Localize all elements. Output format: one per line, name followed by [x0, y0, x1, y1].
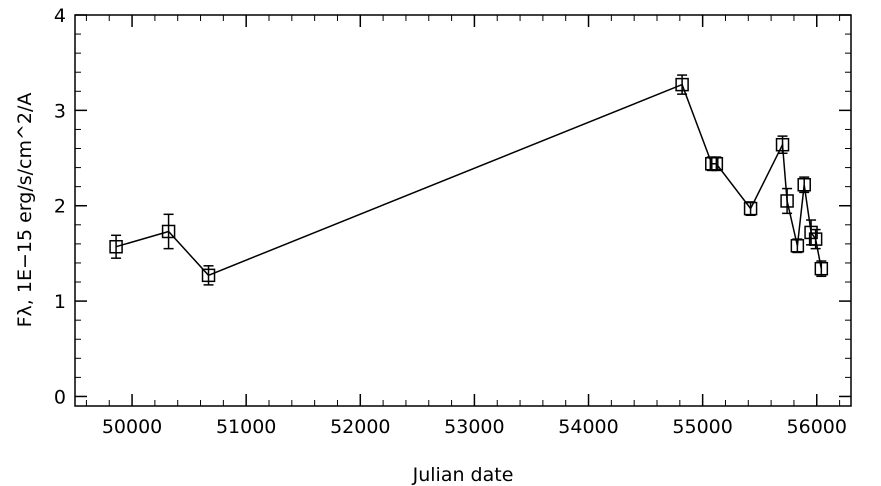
y-tick-label: 1 [54, 291, 66, 313]
plot-frame [74, 14, 852, 407]
data-point [201, 265, 216, 286]
square-marker [201, 268, 216, 283]
square-marker [709, 157, 724, 171]
y-tick-label: 4 [54, 5, 66, 27]
x-tick-label: 51000 [216, 416, 276, 438]
x-tick-label: 55000 [672, 416, 732, 438]
square-marker [109, 239, 123, 254]
square-marker [161, 224, 176, 239]
series-line [115, 83, 823, 277]
data-point [814, 260, 829, 278]
x-tick-label: 53000 [444, 416, 504, 438]
data-point [709, 156, 724, 172]
square-marker [797, 178, 811, 192]
square-marker [808, 232, 823, 246]
data-point [808, 228, 823, 250]
x-tick-labels: 50000 51000 52000 53000 54000 55000 56000 [102, 416, 847, 438]
y-tick-label: 3 [54, 100, 66, 122]
square-marker [775, 137, 790, 152]
y-tick-label: 2 [54, 196, 66, 218]
y-tick-labels: 0 1 2 3 4 [54, 5, 66, 408]
square-marker [814, 261, 829, 276]
data-point [780, 187, 794, 215]
data-point [790, 238, 805, 254]
data-point [161, 213, 176, 250]
data-points [109, 74, 829, 286]
square-marker [790, 239, 805, 253]
x-tick-label: 56000 [787, 416, 847, 438]
axis-ticks [75, 14, 851, 406]
x-tick-label: 50000 [102, 416, 162, 438]
y-tick-label: 0 [54, 386, 66, 408]
y-axis-title: Fλ, 1E−15 erg/s/cm^2/A [14, 93, 36, 328]
square-marker [780, 194, 794, 208]
data-point [797, 176, 811, 194]
square-marker [675, 77, 689, 92]
data-point [675, 74, 689, 95]
x-tick-label: 52000 [330, 416, 390, 438]
data-point [743, 201, 758, 217]
x-axis-title: Julian date [412, 464, 514, 486]
square-marker [743, 201, 758, 216]
data-point [775, 135, 790, 155]
x-tick-label: 54000 [558, 416, 618, 438]
data-point [109, 234, 123, 259]
